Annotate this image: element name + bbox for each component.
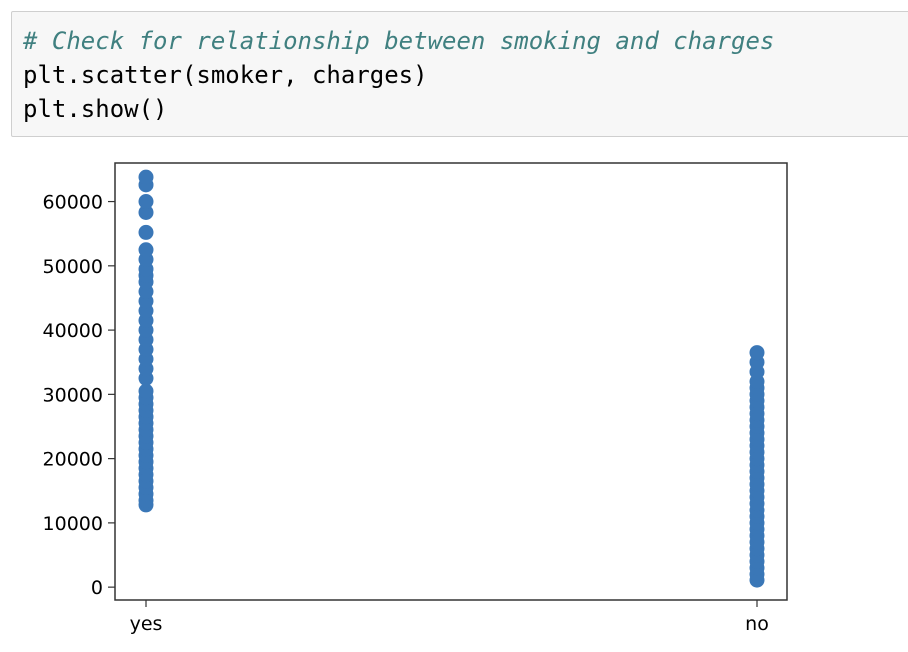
code-line-comment: # Check for relationship between smoking… bbox=[23, 27, 775, 55]
code-line-scatter-call: plt.scatter(smoker, charges) bbox=[23, 61, 428, 89]
plot-area-frame bbox=[114, 162, 788, 601]
y-tick-label: 40000 bbox=[43, 320, 103, 342]
scatter-point bbox=[138, 204, 154, 220]
code-cell-input[interactable]: # Check for relationship between smoking… bbox=[11, 11, 908, 137]
y-tick-label: 50000 bbox=[43, 256, 103, 278]
scatter-point bbox=[749, 345, 765, 361]
x-tick-label: no bbox=[745, 613, 769, 635]
y-tick-label: 10000 bbox=[43, 513, 103, 535]
y-tick-label: 30000 bbox=[43, 384, 103, 406]
x-axis: yes no bbox=[130, 600, 769, 635]
y-axis: 0 10000 20000 30000 40000 50000 60000 bbox=[43, 192, 115, 599]
y-tick-label: 20000 bbox=[43, 449, 103, 471]
x-tick-label: yes bbox=[130, 613, 163, 635]
y-tick-label: 60000 bbox=[43, 192, 103, 214]
cell-output: 0 10000 20000 30000 40000 50000 60000 yes no bbox=[0, 150, 908, 652]
scatter-point bbox=[138, 224, 154, 240]
scatter-point bbox=[138, 383, 154, 399]
y-tick-label: 0 bbox=[91, 577, 103, 599]
scatter-plot: 0 10000 20000 30000 40000 50000 60000 yes no bbox=[43, 162, 788, 635]
data-points bbox=[138, 169, 765, 588]
scatter-point bbox=[138, 169, 154, 185]
code-line-show-call: plt.show() bbox=[23, 95, 168, 123]
scatter-point bbox=[138, 242, 154, 258]
scatter-point bbox=[138, 194, 154, 210]
